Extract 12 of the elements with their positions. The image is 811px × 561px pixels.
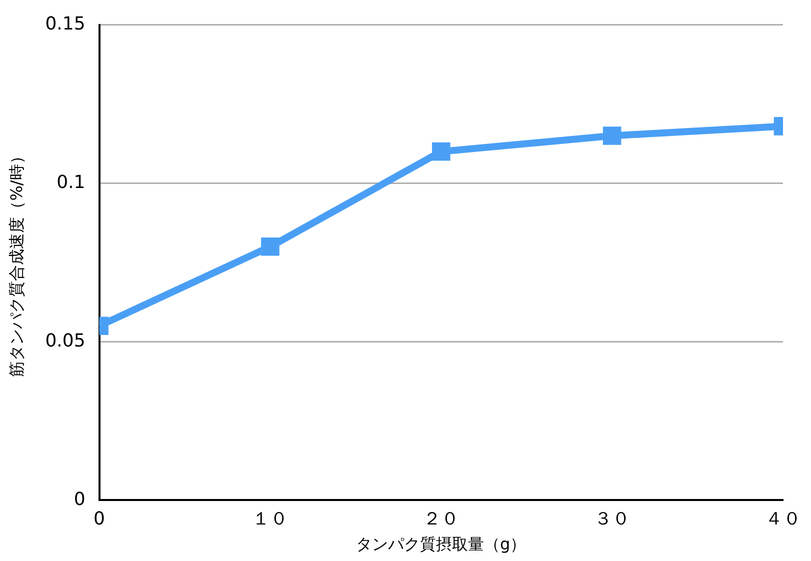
y-axis-title: 筋タンパク質合成速度（%/時）: [6, 148, 26, 377]
x-tick-label: １０: [252, 508, 288, 530]
y-tick-label: 0.15: [45, 13, 86, 34]
x-tick-label: 0: [94, 508, 106, 530]
y-tick-label: 0: [74, 488, 86, 510]
point: [432, 142, 450, 161]
y-tick-label: 0.1: [56, 172, 86, 193]
x-tick-label: ２０: [423, 508, 460, 530]
x-axis-title: タンパク質摂取量（g）: [356, 534, 526, 554]
x-tick-label: ４０: [765, 508, 801, 530]
x-tick-label: ３０: [594, 508, 630, 530]
y-tick-label: 0.05: [45, 330, 86, 352]
